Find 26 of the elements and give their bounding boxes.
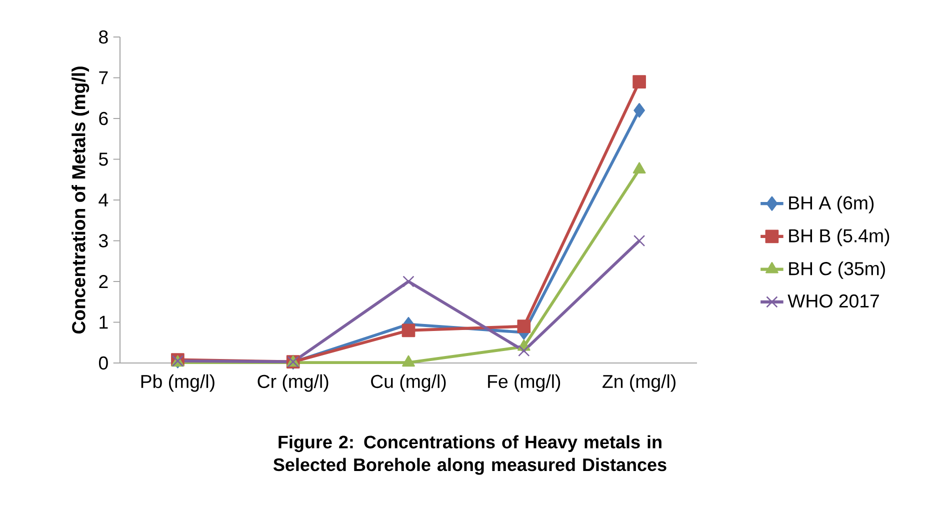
legend-label: BH A (6m) xyxy=(789,196,874,214)
y-tick-label: 6 xyxy=(99,112,108,126)
y-tick-label: 3 xyxy=(98,234,108,248)
text: Figure 2: Concentrations of Heavy metals in Selected Borehole along measured Distances xyxy=(273,435,666,475)
y-tick-label: 4 xyxy=(98,194,108,206)
point xyxy=(634,103,645,118)
x-tick-label: Cr (mg/l) xyxy=(258,374,328,392)
y-tick-label: 1 xyxy=(100,316,108,329)
y-tick-label: 7 xyxy=(99,71,108,84)
legend-label: BH B (5.4m) xyxy=(789,228,890,246)
y-tick-label: 8 xyxy=(99,30,108,44)
x-tick-label: Cu (mg/l) xyxy=(371,374,446,392)
y-axis-title: Concentration of Metals (mg/l) xyxy=(72,66,90,334)
point xyxy=(632,75,646,88)
legend-label: WHO 2017 xyxy=(788,294,879,308)
point xyxy=(402,324,416,338)
x-tick-label: Pb (mg/l) xyxy=(141,374,214,392)
point xyxy=(518,344,530,357)
point xyxy=(517,320,531,333)
y-tick-label: 0 xyxy=(98,356,108,370)
y-tick-label: 5 xyxy=(98,152,108,166)
x-tick-label: Fe (mg/l) xyxy=(488,374,560,392)
x-tick-label: Zn (mg/l) xyxy=(602,374,676,392)
y-tick-label: 2 xyxy=(99,274,108,288)
point xyxy=(633,234,646,247)
legend-label: BH C (35m) xyxy=(789,262,885,279)
